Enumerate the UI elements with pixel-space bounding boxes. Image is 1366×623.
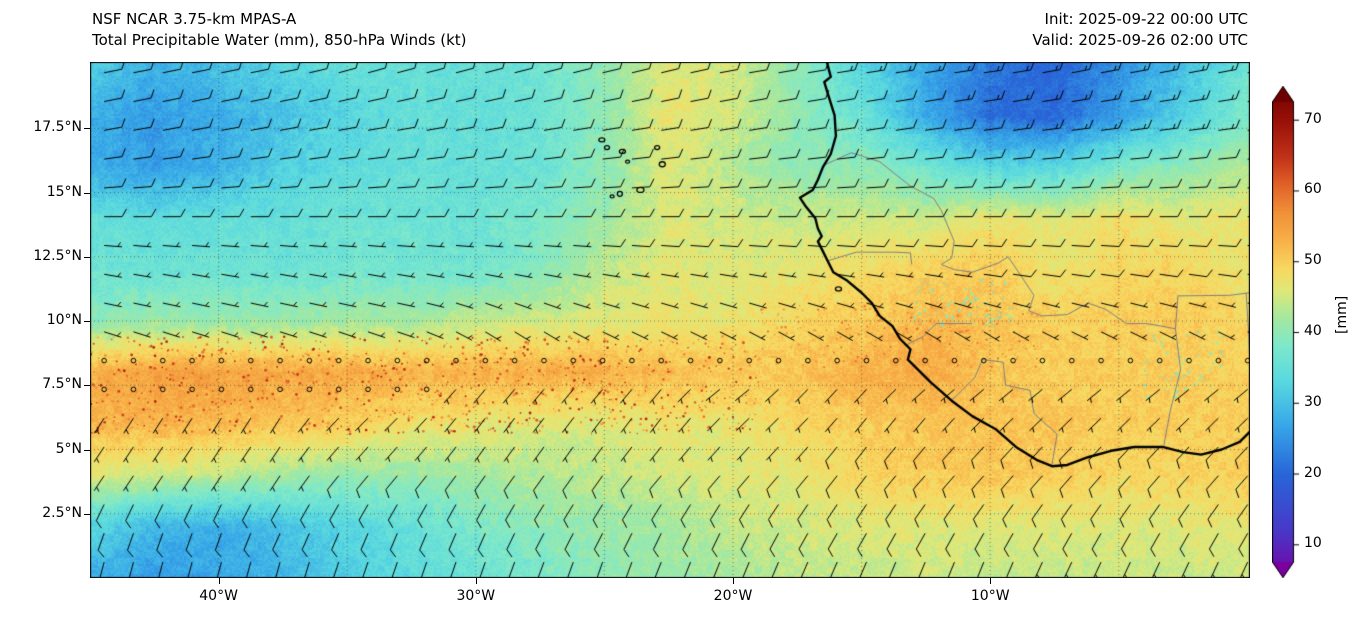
y-tick-label: 15°N bbox=[46, 183, 82, 200]
colorbar-tick-label: 10 bbox=[1304, 535, 1322, 552]
x-tick-mark bbox=[218, 578, 220, 584]
colorbar-tick-label: 20 bbox=[1304, 464, 1322, 481]
x-tick-label: 20°W bbox=[713, 588, 753, 604]
colorbar-tick-label: 50 bbox=[1304, 252, 1322, 269]
model-title: NSF NCAR 3.75-km MPAS-A bbox=[92, 10, 297, 28]
y-tick-label: 2.5°N bbox=[42, 504, 82, 521]
y-tick-label: 17.5°N bbox=[33, 119, 82, 136]
y-tick-mark bbox=[84, 256, 90, 258]
x-tick-mark bbox=[990, 578, 992, 584]
x-tick-label: 40°W bbox=[199, 588, 238, 604]
colorbar-tick-label: 40 bbox=[1304, 323, 1322, 339]
map-canvas bbox=[90, 62, 1250, 578]
y-tick-mark bbox=[84, 449, 90, 451]
field-title: Total Precipitable Water (mm), 850-hPa W… bbox=[92, 31, 467, 49]
y-tick-mark bbox=[84, 128, 90, 130]
y-tick-label: 10°N bbox=[46, 312, 82, 329]
init-time: Init: 2025-09-22 00:00 UTC bbox=[1044, 10, 1248, 28]
colorbar-tick-label: 70 bbox=[1304, 110, 1322, 127]
y-tick-mark bbox=[84, 192, 90, 194]
colorbar-canvas bbox=[1272, 86, 1304, 578]
y-tick-label: 12.5°N bbox=[33, 247, 82, 264]
valid-time: Valid: 2025-09-26 02:00 UTC bbox=[1032, 31, 1248, 49]
time-block: Init: 2025-09-22 00:00 UTC Valid: 2025-0… bbox=[1032, 9, 1248, 51]
title-block: NSF NCAR 3.75-km MPAS-A Total Precipitab… bbox=[92, 9, 467, 51]
colorbar-tick-label: 30 bbox=[1304, 393, 1322, 410]
x-tick-mark bbox=[475, 578, 477, 584]
x-tick-label: 10°W bbox=[970, 588, 1010, 604]
x-tick-label: 30°W bbox=[456, 588, 496, 604]
y-tick-label: 7.5°N bbox=[42, 376, 82, 393]
y-tick-mark bbox=[84, 385, 90, 387]
y-tick-mark bbox=[84, 513, 90, 515]
map-plot-area bbox=[90, 62, 1250, 578]
x-tick-mark bbox=[733, 578, 734, 584]
colorbar bbox=[1272, 86, 1304, 582]
colorbar-tick-label: 60 bbox=[1304, 181, 1322, 198]
colorbar-label: [mm] bbox=[1334, 295, 1350, 334]
y-tick-mark bbox=[84, 321, 90, 323]
y-tick-label: 5°N bbox=[55, 440, 82, 457]
